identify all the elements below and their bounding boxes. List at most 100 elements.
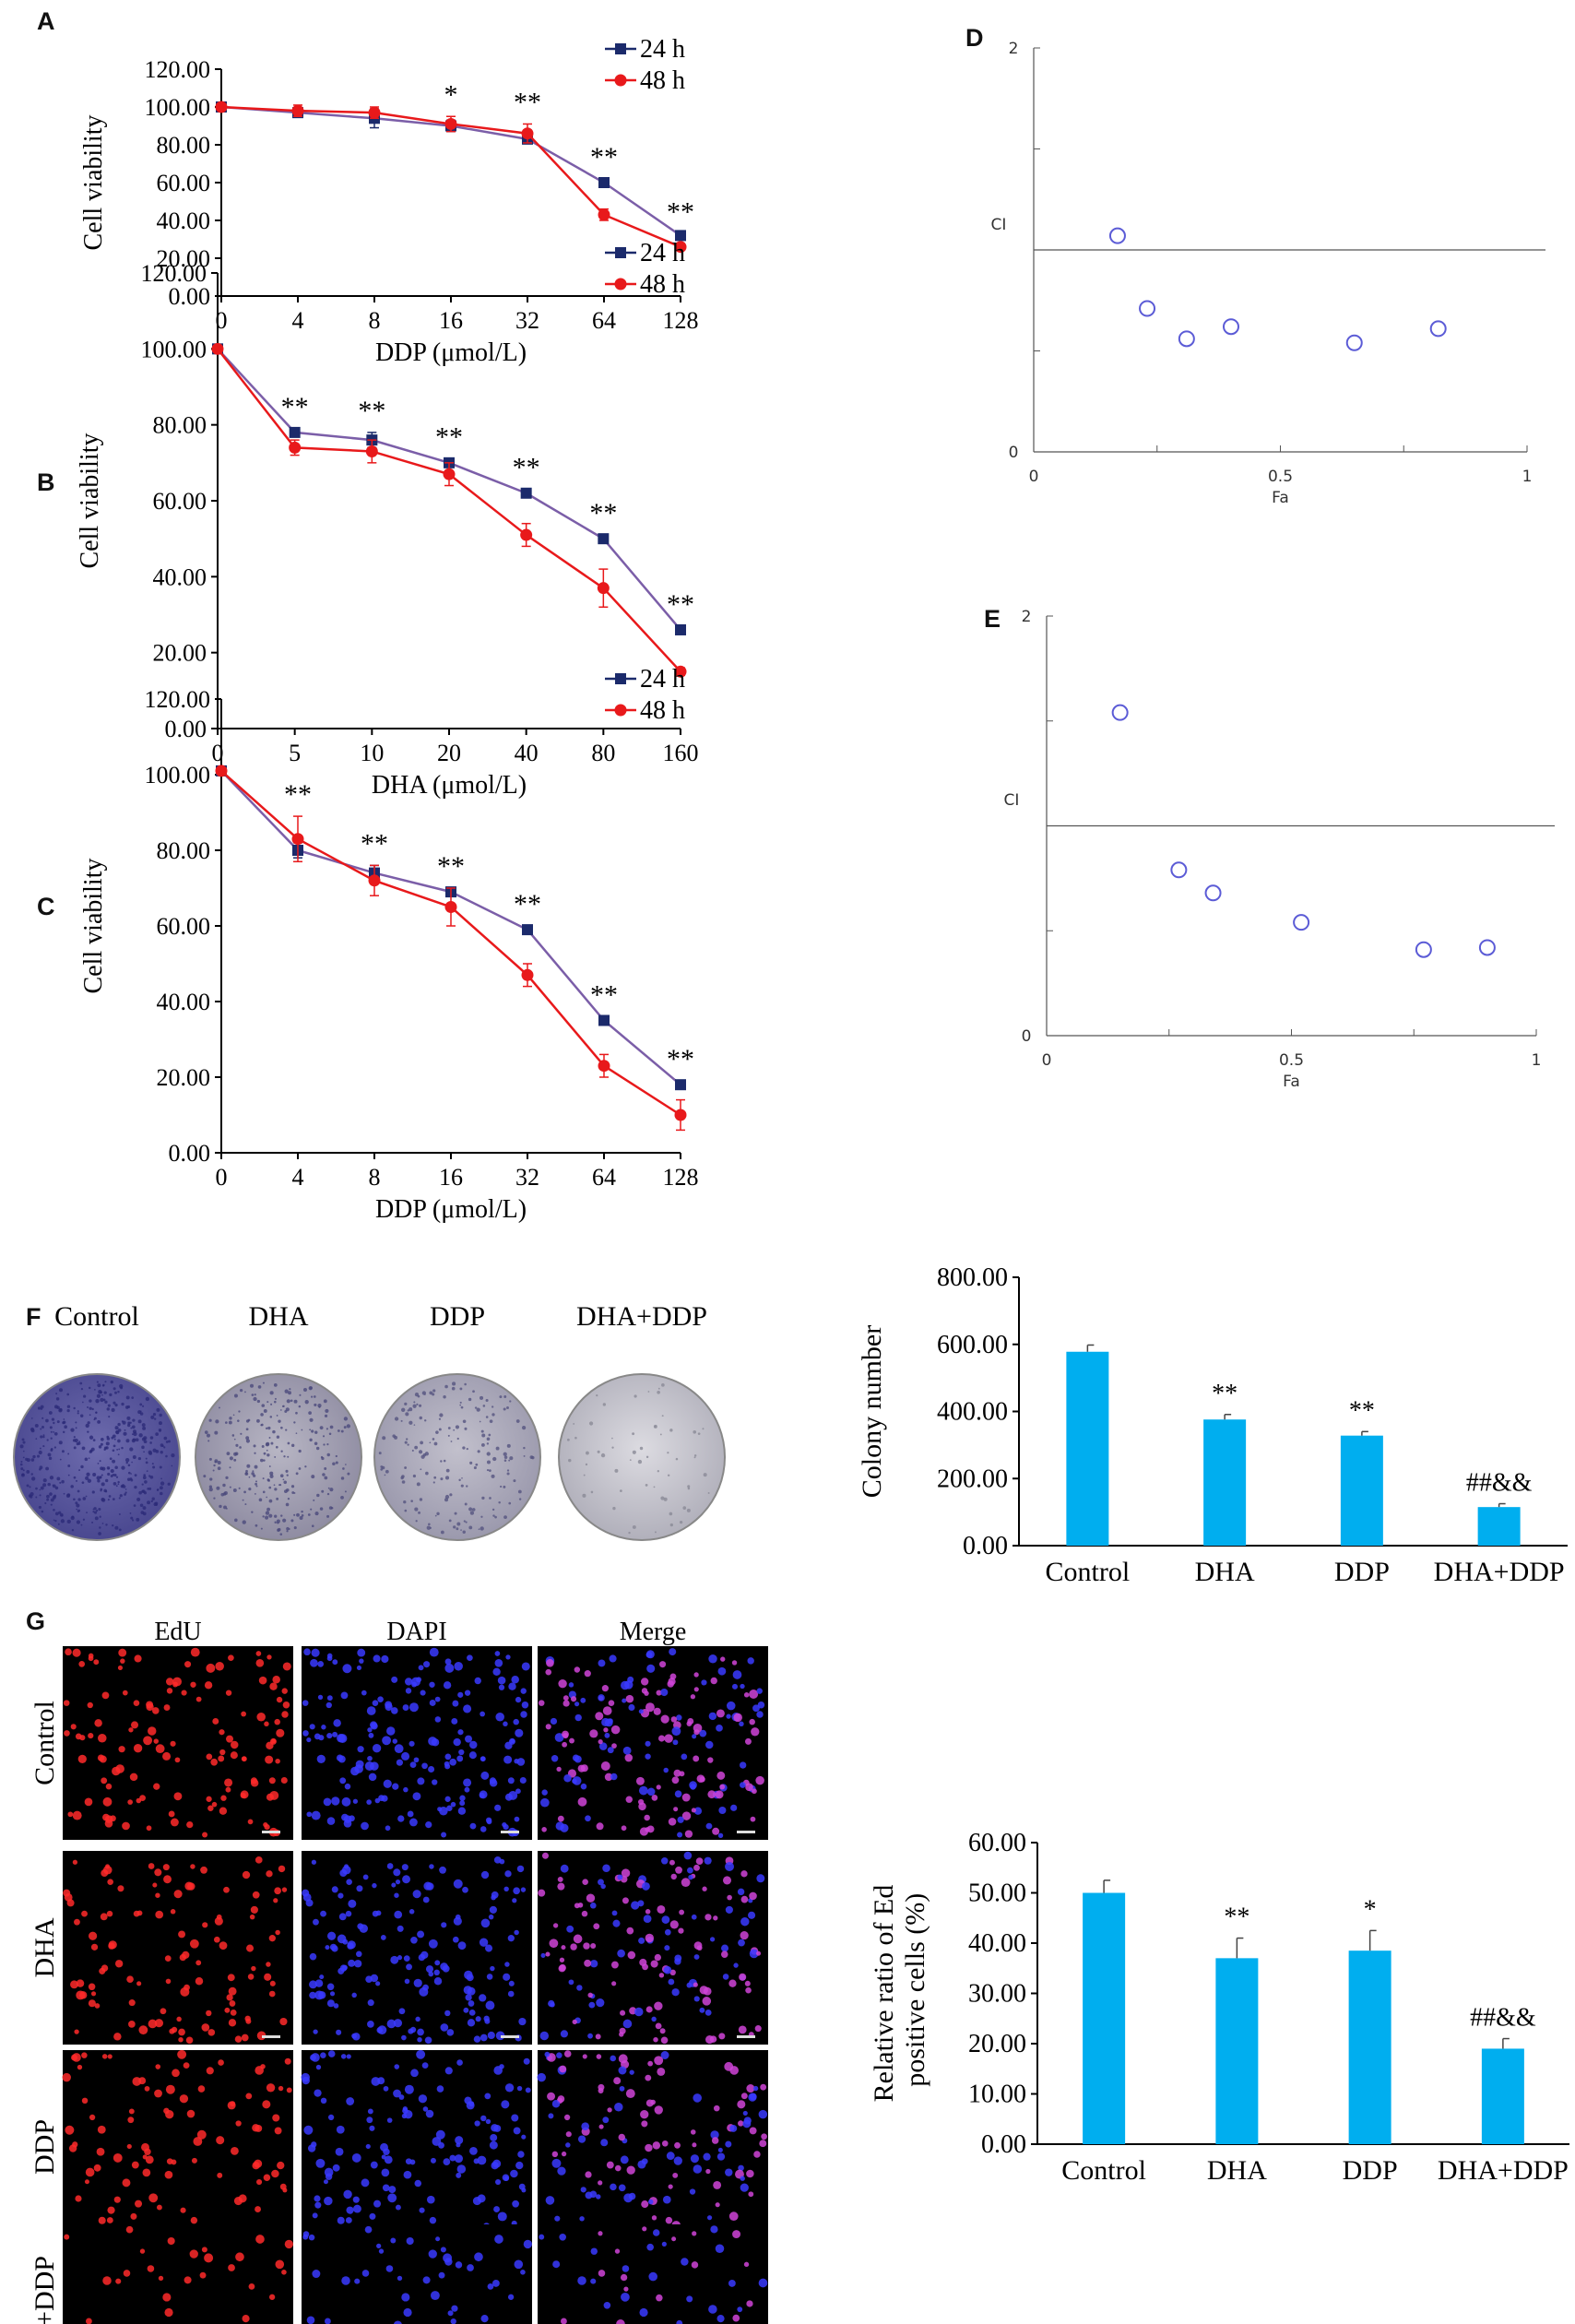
colony: [225, 1476, 229, 1480]
cell-nucleus: [421, 2062, 429, 2069]
cell-nucleus: [749, 1891, 757, 1901]
cell-nucleus: [614, 2164, 622, 2172]
cell-nucleus: [438, 2141, 444, 2149]
colony: [114, 1465, 118, 1470]
cell-nucleus: [177, 2049, 187, 2059]
colony: [151, 1497, 155, 1500]
cell-nucleus: [715, 1790, 724, 1799]
cell-nucleus: [306, 1811, 313, 1818]
cell-nucleus: [718, 1806, 727, 1815]
cell-nucleus: [281, 2270, 287, 2275]
cell-nucleus: [201, 2247, 207, 2253]
cell-nucleus: [451, 2305, 458, 2312]
colony: [590, 1490, 594, 1494]
cell-nucleus: [118, 1746, 125, 1753]
micrograph-2-0: [62, 2049, 293, 2244]
cell-nucleus: [598, 2180, 603, 2186]
cell-nucleus: [153, 1738, 160, 1744]
dish-label: Control: [54, 1301, 139, 1332]
colony: [44, 1501, 47, 1505]
cell-nucleus: [223, 1886, 230, 1893]
cell-nucleus: [406, 2236, 414, 2246]
cell-nucleus: [740, 1895, 749, 1903]
colony: [279, 1474, 284, 1478]
cell-nucleus: [465, 1994, 472, 2001]
x-tick-label: DHA+DDP: [1438, 2155, 1569, 2186]
colony: [165, 1454, 168, 1458]
cell-nucleus: [255, 2178, 263, 2186]
cell-nucleus: [486, 1974, 493, 1980]
colony: [335, 1454, 338, 1458]
colony: [485, 1398, 489, 1402]
cell-nucleus: [102, 2276, 112, 2285]
scatter-point: [1415, 941, 1432, 958]
cell-nucleus: [372, 1700, 379, 1706]
cell-nucleus: [540, 1797, 550, 1808]
cell-nucleus: [135, 2200, 143, 2208]
colony: [324, 1476, 328, 1480]
cell-nucleus: [574, 1666, 581, 1673]
cell-nucleus: [479, 1938, 489, 1947]
colony: [42, 1483, 47, 1488]
cell-nucleus: [326, 1695, 333, 1702]
cell-nucleus: [173, 1890, 183, 1899]
cell-nucleus: [732, 2230, 741, 2239]
x-tick-label: 1: [1532, 1051, 1542, 1070]
cell-nucleus: [647, 2060, 654, 2067]
scatter-point: [1478, 939, 1496, 956]
colony: [121, 1446, 124, 1450]
cell-nucleus: [595, 2194, 601, 2200]
cell-nucleus: [326, 1702, 332, 1709]
cell-nucleus: [264, 1721, 269, 1727]
colony: [137, 1456, 142, 1461]
cell-nucleus: [479, 1792, 485, 1798]
cell-nucleus: [62, 2072, 71, 2082]
colony: [75, 1479, 78, 1482]
cell-nucleus: [85, 2167, 95, 2177]
cell-nucleus: [684, 1830, 693, 1838]
cell-nucleus: [713, 2180, 722, 2189]
cell-nucleus: [255, 1856, 263, 1864]
cell-nucleus: [115, 2278, 122, 2284]
colony: [404, 1441, 408, 1444]
cell-nucleus: [163, 1875, 172, 1884]
colony: [485, 1416, 489, 1418]
cell-nucleus: [419, 1986, 429, 1997]
colony: [456, 1522, 461, 1526]
cell-nucleus: [385, 1825, 391, 1832]
cell-nucleus: [705, 1740, 714, 1749]
colony: [328, 1506, 333, 1510]
cell-nucleus: [443, 1681, 452, 1690]
colony: [489, 1497, 491, 1500]
colony: [440, 1530, 444, 1535]
cell-nucleus: [554, 2215, 561, 2222]
colony: [278, 1527, 281, 1532]
colony: [39, 1447, 41, 1450]
cell-nucleus: [320, 2097, 327, 2105]
colony: [411, 1449, 414, 1452]
cell-nucleus: [520, 1688, 527, 1694]
cell-nucleus: [403, 1955, 410, 1962]
cell-nucleus: [618, 2066, 627, 2075]
colony: [143, 1474, 147, 1476]
cell-nucleus: [276, 1696, 283, 1703]
colony: [67, 1464, 71, 1467]
colony: [443, 1395, 446, 1399]
cell-nucleus: [444, 2258, 453, 2266]
cell-nucleus: [394, 1910, 403, 1919]
colony: [611, 1446, 614, 1449]
colony: [321, 1489, 325, 1493]
data-point-square: [598, 177, 610, 188]
cell-nucleus: [491, 2279, 500, 2287]
colony: [310, 1508, 313, 1511]
colony: [50, 1498, 54, 1502]
cell-nucleus: [331, 1945, 338, 1952]
colony: [124, 1491, 127, 1494]
colony: [261, 1404, 266, 1407]
cell-nucleus: [692, 1734, 697, 1739]
data-point-circle: [215, 765, 228, 777]
colony: [80, 1464, 84, 1469]
cell-nucleus: [320, 1910, 326, 1917]
colony: [78, 1469, 80, 1472]
cell-nucleus: [325, 1945, 330, 1951]
